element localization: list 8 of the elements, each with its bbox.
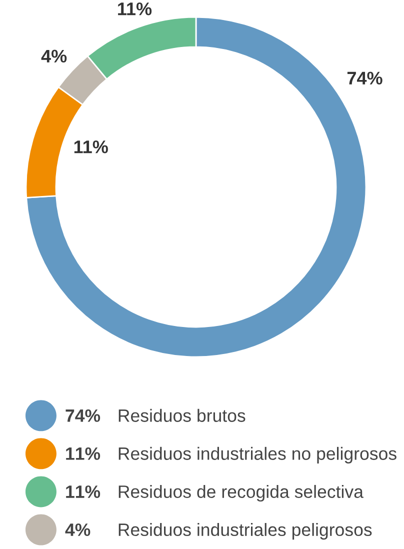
legend-label: 11% Residuos industriales no peligrosos [66, 446, 396, 464]
legend-label: 74% Residuos brutos [66, 408, 246, 422]
data-label: 11% [74, 140, 108, 154]
legend-label: 4% Residuos industriales peligrosos [65, 522, 372, 540]
data-label: 11% [118, 2, 152, 16]
data-label: 4% [41, 50, 67, 63]
legend-label: 11% Residuos de recogida selectiva [66, 484, 364, 502]
data-label: 74% [347, 72, 382, 84]
